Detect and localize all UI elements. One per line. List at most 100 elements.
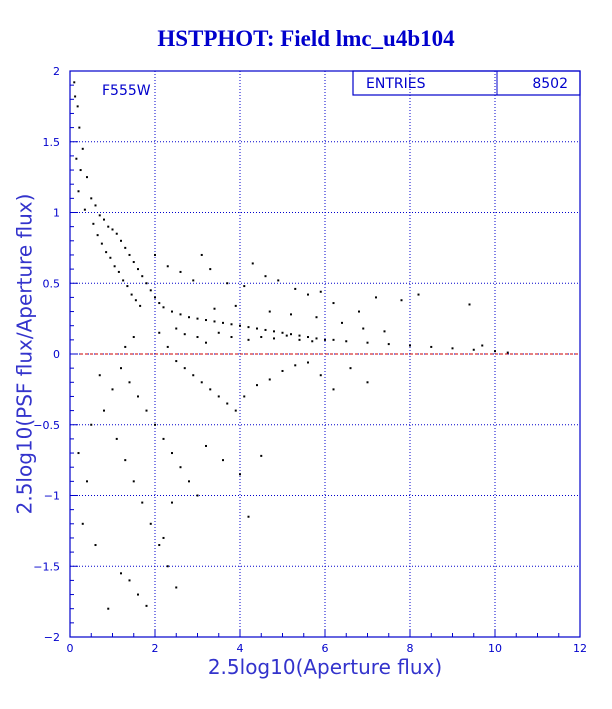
data-point xyxy=(145,604,148,607)
data-point xyxy=(247,515,250,518)
data-point xyxy=(281,369,284,372)
data-point xyxy=(76,105,79,108)
data-point xyxy=(213,307,216,310)
y-tick-label: −2 xyxy=(44,631,60,644)
data-point xyxy=(175,586,178,589)
data-point xyxy=(294,364,297,367)
data-point xyxy=(113,265,116,268)
data-point xyxy=(332,338,335,341)
data-point xyxy=(162,437,165,440)
data-point xyxy=(226,282,229,285)
data-point xyxy=(83,208,86,211)
y-tick-label: 1 xyxy=(53,207,60,220)
data-point xyxy=(171,310,173,313)
data-point xyxy=(239,324,241,327)
filter-label: F555W xyxy=(102,83,151,99)
data-point xyxy=(209,388,212,391)
data-point xyxy=(239,473,241,476)
data-point xyxy=(230,336,233,339)
y-tick-label: 1.5 xyxy=(43,136,61,149)
data-point xyxy=(247,338,250,341)
data-point xyxy=(205,341,207,344)
stats-entries-label: ENTRIES xyxy=(366,76,426,92)
data-point xyxy=(158,331,161,334)
data-point xyxy=(251,262,254,265)
data-point xyxy=(122,279,125,282)
x-tick-label: 8 xyxy=(407,642,414,655)
data-point xyxy=(120,367,122,370)
data-point xyxy=(154,296,156,299)
data-point xyxy=(139,304,142,307)
data-point xyxy=(192,374,195,377)
data-point xyxy=(137,268,139,271)
data-point xyxy=(154,253,156,256)
data-point xyxy=(307,293,309,296)
stats-box-frame xyxy=(352,70,581,96)
data-point xyxy=(400,299,403,302)
data-point xyxy=(90,197,93,200)
data-point xyxy=(268,310,271,313)
data-point xyxy=(290,313,292,316)
data-point xyxy=(294,287,297,290)
data-point xyxy=(111,388,114,391)
data-point xyxy=(315,337,318,340)
data-point xyxy=(115,232,118,235)
data-point xyxy=(107,607,110,610)
data-point xyxy=(256,327,258,330)
data-point xyxy=(175,327,178,330)
data-point xyxy=(468,303,471,306)
data-point xyxy=(311,340,314,343)
data-point xyxy=(117,270,120,273)
data-point xyxy=(162,306,165,309)
data-point xyxy=(472,348,475,351)
y-tick-label: 0.5 xyxy=(43,277,61,290)
data-point xyxy=(226,402,229,405)
data-point xyxy=(149,289,152,292)
data-point xyxy=(74,95,77,98)
x-tick-label: 0 xyxy=(67,642,74,655)
data-point xyxy=(179,270,182,273)
data-point xyxy=(132,261,135,264)
data-point xyxy=(264,275,267,278)
data-point xyxy=(86,480,88,483)
data-point xyxy=(188,316,190,319)
data-point xyxy=(217,395,220,398)
data-point xyxy=(166,565,169,568)
data-point xyxy=(86,176,88,179)
data-point xyxy=(281,331,284,334)
data-point xyxy=(179,466,182,469)
data-point xyxy=(77,190,80,193)
data-point xyxy=(264,328,267,331)
data-point xyxy=(103,409,105,412)
data-point xyxy=(137,395,139,398)
data-point xyxy=(273,337,275,340)
data-point xyxy=(81,522,84,525)
data-point xyxy=(319,290,322,293)
data-point xyxy=(158,544,161,547)
stats-entries-value: 8502 xyxy=(532,76,568,92)
data-point xyxy=(77,452,80,455)
data-point xyxy=(247,326,250,329)
x-tick-label: 10 xyxy=(488,642,502,655)
stats-box: ENTRIES 8502 xyxy=(352,70,581,96)
data-point xyxy=(234,304,237,307)
data-point xyxy=(166,345,169,348)
data-point xyxy=(243,285,246,288)
data-point xyxy=(260,336,263,339)
data-point xyxy=(196,494,199,497)
data-point xyxy=(145,282,148,285)
data-point xyxy=(345,340,348,343)
data-point xyxy=(277,279,280,282)
data-point xyxy=(298,338,301,341)
data-point xyxy=(409,344,411,347)
data-point xyxy=(171,501,173,504)
x-tick-label: 4 xyxy=(237,642,244,655)
data-point xyxy=(183,333,186,336)
data-point xyxy=(171,452,173,455)
data-point xyxy=(130,293,133,296)
data-point xyxy=(183,367,186,370)
data-point xyxy=(430,345,433,348)
data-point xyxy=(132,336,135,339)
data-point xyxy=(96,234,99,237)
